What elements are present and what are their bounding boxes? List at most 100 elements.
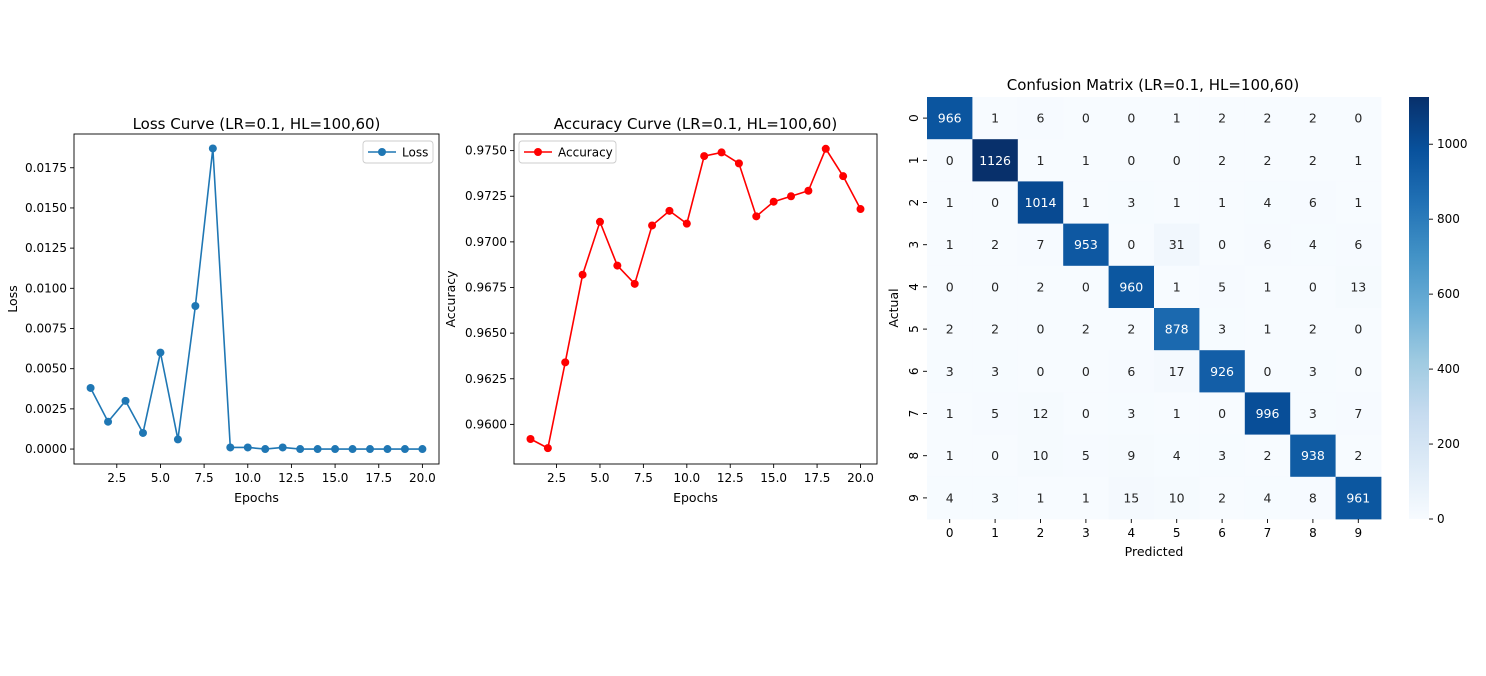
loss-data-point xyxy=(243,443,252,452)
confusion-matrix-cell xyxy=(927,434,973,478)
loss-data-point xyxy=(418,445,427,454)
confusion-matrix-cell-value: 0 xyxy=(1127,111,1135,126)
confusion-matrix-cell-value: 960 xyxy=(1119,279,1143,294)
accuracy-data-point xyxy=(787,192,796,201)
confusion-matrix-x-label: Predicted xyxy=(1125,544,1184,559)
confusion-matrix-cell xyxy=(927,392,973,435)
confusion-matrix-y-tick-label: 5 xyxy=(907,325,921,333)
confusion-matrix-cell-value: 0 xyxy=(1127,237,1135,252)
confusion-matrix-cell-value: 0 xyxy=(1037,322,1045,337)
confusion-matrix-cell xyxy=(927,265,973,309)
confusion-matrix-cell-value: 4 xyxy=(946,490,954,505)
loss-legend-marker xyxy=(378,148,386,156)
confusion-matrix-cell-value: 9 xyxy=(1127,448,1135,463)
confusion-matrix-cell xyxy=(972,434,1019,478)
accuracy-x-tick-label: 10.0 xyxy=(673,471,700,485)
confusion-matrix-y-tick-label: 0 xyxy=(907,114,921,122)
confusion-matrix-cell xyxy=(1063,350,1109,393)
loss-x-tick-label: 20.0 xyxy=(409,471,436,485)
confusion-matrix-y-tick-label: 6 xyxy=(907,367,921,375)
accuracy-data-point xyxy=(578,270,587,279)
confusion-matrix-cell-value: 2 xyxy=(946,322,954,337)
loss-data-point xyxy=(261,445,270,454)
confusion-matrix-y-tick-label: 4 xyxy=(907,283,921,291)
confusion-matrix-cell xyxy=(1154,181,1200,224)
confusion-matrix-cell xyxy=(1335,350,1382,393)
confusion-matrix-cell-value: 6 xyxy=(1037,111,1045,126)
confusion-matrix-cell xyxy=(972,223,1019,267)
confusion-matrix-y-label: Actual xyxy=(886,288,901,327)
confusion-matrix-cell-value: 0 xyxy=(1264,364,1272,379)
confusion-matrix-cell-value: 0 xyxy=(1218,406,1226,421)
confusion-matrix-cell xyxy=(1108,350,1155,393)
confusion-matrix-cell xyxy=(1017,392,1064,435)
confusion-matrix-cell xyxy=(1017,265,1064,309)
confusion-matrix-cell xyxy=(1063,223,1109,267)
confusion-matrix-cell-value: 0 xyxy=(1354,322,1362,337)
confusion-matrix-cell xyxy=(1290,392,1336,435)
confusion-matrix-cell-value: 17 xyxy=(1169,364,1185,379)
accuracy-legend: Accuracy xyxy=(518,140,617,164)
loss-data-point xyxy=(86,383,95,392)
confusion-matrix-y-tick-label: 1 xyxy=(907,156,921,164)
confusion-matrix-cell xyxy=(1108,308,1155,351)
confusion-matrix-cell xyxy=(972,139,1019,182)
confusion-matrix-x-tick-label: 5 xyxy=(1173,526,1181,540)
loss-y-tick-label: 0.0000 xyxy=(25,442,67,456)
confusion-matrix-cell-value: 7 xyxy=(1354,406,1362,421)
confusion-matrix-cell xyxy=(1335,97,1382,140)
confusion-matrix-cell xyxy=(1244,392,1291,435)
confusion-matrix-cell-value: 6 xyxy=(1264,237,1272,252)
loss-x-tick-label: 15.0 xyxy=(322,471,349,485)
loss-data-point xyxy=(138,428,147,437)
confusion-matrix-cell xyxy=(1335,308,1382,351)
confusion-matrix-cell-value: 0 xyxy=(1082,364,1090,379)
confusion-matrix-cell xyxy=(1154,139,1200,182)
confusion-matrix-cell xyxy=(927,476,973,520)
confusion-matrix-cell-value: 2 xyxy=(1309,153,1317,168)
confusion-matrix-cell xyxy=(1244,476,1291,520)
confusion-matrix-cell-value: 2 xyxy=(991,322,999,337)
confusion-matrix-x-tick-label: 2 xyxy=(1037,526,1045,540)
confusion-matrix-cell xyxy=(1199,139,1246,182)
confusion-matrix-cell xyxy=(1017,476,1064,520)
confusion-matrix-cell-value: 0 xyxy=(1309,279,1317,294)
confusion-matrix-cell-value: 1 xyxy=(946,406,954,421)
accuracy-chart-title: Accuracy Curve (LR=0.1, HL=100,60) xyxy=(554,115,837,133)
confusion-matrix: Confusion Matrix (LR=0.1, HL=100,60) 966… xyxy=(886,76,1468,559)
accuracy-x-tick-label: 17.5 xyxy=(804,471,831,485)
confusion-matrix-cell-value: 13 xyxy=(1350,279,1366,294)
confusion-matrix-cell xyxy=(1244,181,1291,224)
confusion-matrix-cell-value: 3 xyxy=(991,364,999,379)
loss-chart: Loss Curve (LR=0.1, HL=100,60) 2.5 5.0 7.5… xyxy=(5,115,440,505)
accuracy-data-point xyxy=(561,358,570,367)
loss-y-tick-label: 0.0125 xyxy=(25,241,67,255)
loss-series-line xyxy=(89,148,423,450)
accuracy-data-point xyxy=(613,261,622,270)
confusion-matrix-cell-value: 1 xyxy=(1082,153,1090,168)
loss-data-point xyxy=(348,445,357,454)
loss-data-point xyxy=(173,435,182,444)
confusion-matrix-cell xyxy=(1244,350,1291,393)
confusion-matrix-cell xyxy=(1244,223,1291,267)
loss-y-tick-label: 0.0050 xyxy=(25,362,67,376)
confusion-matrix-cell-value: 4 xyxy=(1309,237,1317,252)
accuracy-y-tick-label: 0.9750 xyxy=(465,144,507,158)
confusion-matrix-cell-value: 3 xyxy=(1127,195,1135,210)
accuracy-x-axis-label: Epochs xyxy=(673,490,718,505)
confusion-matrix-cell-value: 5 xyxy=(1082,448,1090,463)
confusion-matrix-cell-value: 4 xyxy=(1264,195,1272,210)
confusion-matrix-cell xyxy=(1244,308,1291,351)
loss-data-point xyxy=(121,396,130,405)
loss-legend: Loss xyxy=(362,140,434,164)
confusion-matrix-cell xyxy=(927,181,973,224)
confusion-matrix-cell xyxy=(1154,265,1200,309)
accuracy-data-point xyxy=(665,206,674,215)
accuracy-y-tick-label: 0.9600 xyxy=(465,417,507,431)
confusion-matrix-cell xyxy=(1244,97,1291,140)
accuracy-y-tick-label: 0.9700 xyxy=(465,235,507,249)
confusion-matrix-cell xyxy=(927,308,973,351)
loss-data-point xyxy=(313,445,322,454)
confusion-matrix-cell xyxy=(1017,181,1064,224)
accuracy-legend-box xyxy=(518,140,617,164)
